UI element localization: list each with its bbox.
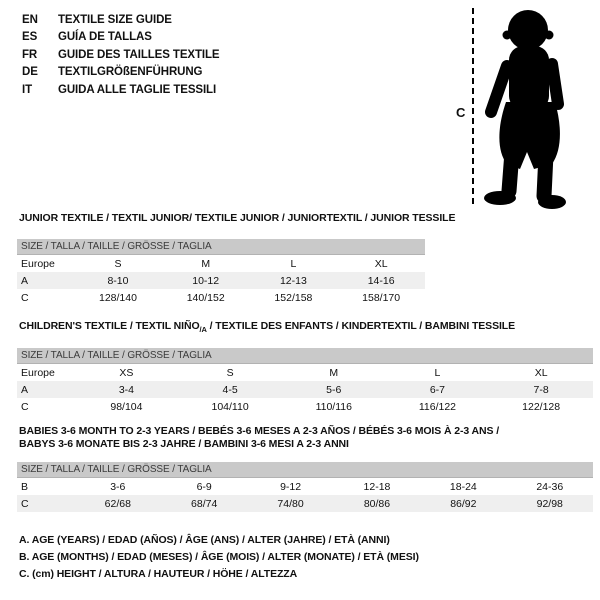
- measurement-legend: A. AGE (YEARS) / EDAD (AÑOS) / ÂGE (ANS)…: [19, 532, 419, 584]
- table-row-europe: Europe S M L XL: [17, 255, 425, 273]
- row-label: Europe: [21, 257, 55, 270]
- cell: 6-7: [429, 383, 446, 396]
- cell: 6-9: [196, 480, 212, 493]
- table-row-europe: Europe XS S M L XL: [17, 364, 593, 382]
- childrens-size-table: SIZE / TALLA / TAILLE / GRÖSSE / TAGLIA …: [17, 348, 593, 415]
- cell: S: [226, 366, 234, 379]
- table-row-age: A 3-4 4-5 5-6 6-7 7-8: [17, 381, 593, 399]
- language-title: TEXTILGRÖßENFÜHRUNG: [58, 66, 203, 79]
- cell: 3-6: [110, 480, 126, 493]
- cell: 14-16: [367, 274, 395, 287]
- cell: 12-18: [363, 480, 391, 493]
- language-title: GUIDE DES TAILLES TEXTILE: [58, 48, 220, 61]
- babies-textile-section: BABIES 3-6 MONTH TO 2-3 YEARS / BEBÉS 3-…: [17, 425, 593, 512]
- babies-table-title-line1: BABIES 3-6 MONTH TO 2-3 YEARS / BEBÉS 3-…: [19, 425, 500, 437]
- title-suffix: / TEXTILE DES ENFANTS / KINDERTEXTIL / B…: [206, 320, 516, 332]
- baby-silhouette: [484, 10, 566, 209]
- cell: 128/140: [98, 291, 137, 304]
- childrens-textile-section: CHILDREN'S TEXTILE / TEXTIL NIÑO/A / TEX…: [17, 320, 593, 415]
- table-row-age-months: B 3-6 6-9 9-12 12-18 18-24 24-36: [17, 478, 593, 496]
- row-label: C: [21, 497, 29, 510]
- table-row-height: C 62/68 68/74 74/80 80/86 86/92 92/98: [17, 495, 593, 512]
- cell: 80/86: [363, 497, 391, 510]
- language-row-de: DE TEXTILGRÖßENFÜHRUNG: [22, 64, 220, 81]
- row-label: Europe: [21, 366, 55, 379]
- legend-age-years: A. AGE (YEARS) / EDAD (AÑOS) / ÂGE (ANS)…: [19, 534, 390, 546]
- cell: 140/152: [186, 291, 225, 304]
- childrens-table-title: CHILDREN'S TEXTILE / TEXTIL NIÑO/A / TEX…: [19, 320, 593, 336]
- cell: 3-4: [118, 383, 135, 396]
- junior-table-title: JUNIOR TEXTILE / TEXTIL JUNIOR/ TEXTILE …: [19, 212, 456, 224]
- language-title: GUÍA DE TALLAS: [58, 31, 152, 44]
- table-row-height: C 98/104 104/110 110/116 116/122 122/128: [17, 398, 593, 415]
- language-code: EN: [22, 14, 38, 26]
- cell: 110/116: [315, 400, 352, 413]
- row-label: A: [21, 274, 29, 287]
- cell: XL: [374, 257, 388, 270]
- language-code: FR: [22, 48, 38, 61]
- cell: 74/80: [277, 497, 304, 510]
- language-code: DE: [22, 66, 38, 79]
- language-code: ES: [22, 31, 38, 44]
- cell: 122/128: [522, 400, 561, 413]
- babies-size-table: SIZE / TALLA / TAILLE / GRÖSSE / TAGLIA …: [17, 462, 593, 512]
- row-label: C: [21, 400, 29, 413]
- title-prefix: CHILDREN'S TEXTILE / TEXTIL NIÑO: [19, 320, 200, 332]
- cell: 68/74: [191, 497, 218, 510]
- cell: L: [434, 366, 441, 379]
- cell: 10-12: [192, 274, 220, 287]
- cell: 4-5: [222, 383, 238, 396]
- language-title: GUIDA ALLE TAGLIE TESSILI: [58, 83, 217, 96]
- cell: 152/158: [274, 291, 313, 304]
- language-title: TEXTILE SIZE GUIDE: [58, 14, 172, 26]
- size-header: SIZE / TALLA / TAILLE / GRÖSSE / TAGLIA: [17, 348, 593, 365]
- table-row-age: A 8-10 10-12 12-13 14-16: [17, 272, 425, 289]
- cell: 98/104: [110, 400, 143, 413]
- size-header: SIZE / TALLA / TAILLE / GRÖSSE / TAGLIA: [17, 239, 425, 255]
- junior-size-table: SIZE / TALLA / TAILLE / GRÖSSE / TAGLIA …: [17, 239, 425, 306]
- cell: M: [201, 257, 211, 270]
- cell: 62/68: [104, 497, 131, 510]
- cell: 7-8: [533, 383, 549, 396]
- cell: S: [114, 257, 122, 270]
- language-row-en: EN TEXTILE SIZE GUIDE: [22, 12, 220, 29]
- height-measure-dashed-line: [472, 8, 474, 204]
- language-row-it: IT GUIDA ALLE TAGLIE TESSILI: [22, 82, 220, 99]
- language-row-fr: FR GUIDE DES TAILLES TEXTILE: [22, 47, 220, 64]
- cell: M: [329, 366, 339, 379]
- size-header: SIZE / TALLA / TAILLE / GRÖSSE / TAGLIA: [17, 462, 593, 478]
- row-label: C: [21, 291, 29, 304]
- cell: 5-6: [326, 383, 342, 396]
- cell: XL: [534, 366, 548, 379]
- title-subscript: /A: [199, 325, 207, 335]
- row-label: A: [21, 383, 29, 396]
- row-label: B: [21, 480, 29, 493]
- cell: 9-12: [280, 480, 302, 493]
- table-row-height: C 128/140 140/152 152/158 158/170: [17, 289, 425, 306]
- cell: 116/122: [418, 400, 457, 413]
- language-list: EN TEXTILE SIZE GUIDE ES GUÍA DE TALLAS …: [22, 12, 220, 99]
- legend-age-months: B. AGE (MONTHS) / EDAD (MESES) / ÂGE (MO…: [19, 551, 419, 564]
- cell: L: [290, 257, 297, 270]
- legend-height-cm: C. (cm) HEIGHT / ALTURA / HAUTEUR / HÖHE…: [19, 568, 298, 581]
- language-row-es: ES GUÍA DE TALLAS: [22, 29, 220, 46]
- cell: 18-24: [449, 480, 477, 493]
- cell: 158/170: [362, 291, 401, 304]
- cell: 104/110: [211, 400, 249, 413]
- cell: XS: [119, 366, 134, 379]
- cell: 8-10: [107, 274, 129, 287]
- cell: 24-36: [536, 480, 564, 493]
- height-label: C: [456, 105, 466, 120]
- babies-table-title-line2: BABYS 3-6 MONATE BIS 2-3 JAHRE / BAMBINI…: [19, 438, 349, 450]
- cell: 92/98: [536, 497, 563, 510]
- junior-textile-section: JUNIOR TEXTILE / TEXTIL JUNIOR/ TEXTILE …: [17, 212, 456, 306]
- cell: 86/92: [450, 497, 477, 510]
- cell: 12-13: [279, 274, 307, 287]
- language-code: IT: [22, 83, 33, 96]
